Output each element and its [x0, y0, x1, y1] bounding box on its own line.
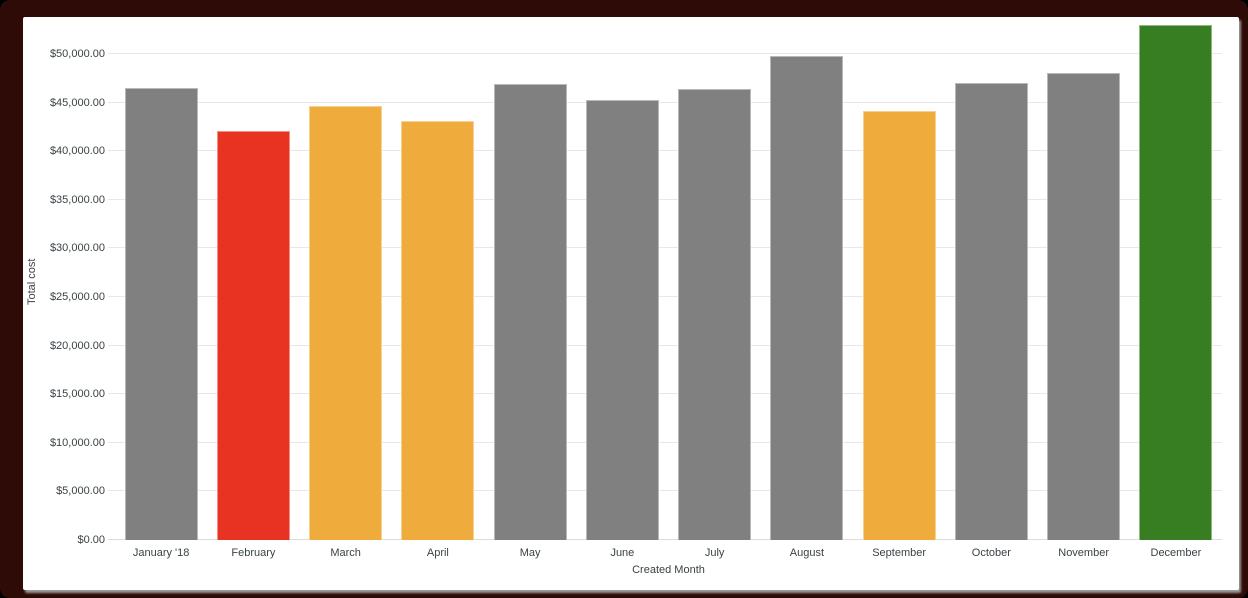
y-tick-label: $40,000.00	[49, 145, 105, 158]
bar-february[interactable]	[216, 130, 290, 540]
y-tick-label: $20,000.00	[49, 339, 105, 352]
y-tick-label: $45,000.00	[49, 96, 105, 109]
x-tick-label: February	[231, 547, 276, 559]
x-tick-label: June	[610, 547, 635, 559]
gridline	[108, 247, 1222, 249]
chart-card: Total cost $0.00 $5,000.00 $10,000.00 $15,0…	[23, 17, 1239, 590]
y-tick-label: $30,000.00	[49, 242, 105, 255]
gridline	[108, 490, 1222, 492]
x-tick-label: October	[971, 547, 1011, 559]
gridline	[108, 539, 1222, 540]
gridline	[108, 441, 1222, 443]
x-tick-label: July	[704, 547, 725, 559]
x-tick-label: August	[789, 547, 824, 559]
y-tick-label: $15,000.00	[49, 388, 105, 401]
x-axis-title: Created Month	[632, 564, 705, 576]
bar-january[interactable]	[124, 87, 198, 540]
y-tick-label: $35,000.00	[49, 193, 105, 206]
gridline	[108, 393, 1222, 395]
gridline	[108, 101, 1222, 103]
x-axis-tick-labels: January '18 February March April May June July…	[115, 547, 1222, 561]
x-tick-label: January '18	[132, 547, 190, 559]
y-tick-label: $5,000.00	[56, 485, 105, 498]
y-axis-tick-labels: $0.00 $5,000.00 $10,000.00 $15,000.00 $20,00…	[23, 24, 105, 546]
bar-november[interactable]	[1047, 72, 1121, 540]
plot-area	[108, 24, 1222, 540]
x-tick-label: March	[330, 547, 361, 559]
bar-october[interactable]	[954, 82, 1028, 540]
bar-september[interactable]	[862, 110, 936, 540]
y-tick-label: $50,000.00	[49, 48, 105, 61]
gridline	[108, 150, 1222, 152]
x-tick-label: September	[872, 547, 927, 559]
bar-april[interactable]	[401, 121, 475, 540]
bar-may[interactable]	[493, 84, 567, 540]
bar-june[interactable]	[585, 100, 659, 540]
x-tick-label: November	[1058, 547, 1109, 559]
gridline	[108, 198, 1222, 200]
gridline	[108, 344, 1222, 346]
bar-july[interactable]	[678, 89, 752, 540]
x-tick-label: December	[1150, 547, 1202, 559]
bar-december[interactable]	[1139, 24, 1213, 540]
y-tick-label: $0.00	[77, 534, 105, 546]
x-tick-label: May	[519, 547, 541, 559]
gridline	[108, 296, 1222, 298]
bar-march[interactable]	[309, 105, 383, 540]
bar-august[interactable]	[770, 56, 844, 540]
x-tick-label: April	[426, 547, 449, 559]
gridline	[108, 53, 1222, 55]
y-tick-label: $10,000.00	[49, 436, 105, 449]
y-tick-label: $25,000.00	[49, 291, 105, 304]
